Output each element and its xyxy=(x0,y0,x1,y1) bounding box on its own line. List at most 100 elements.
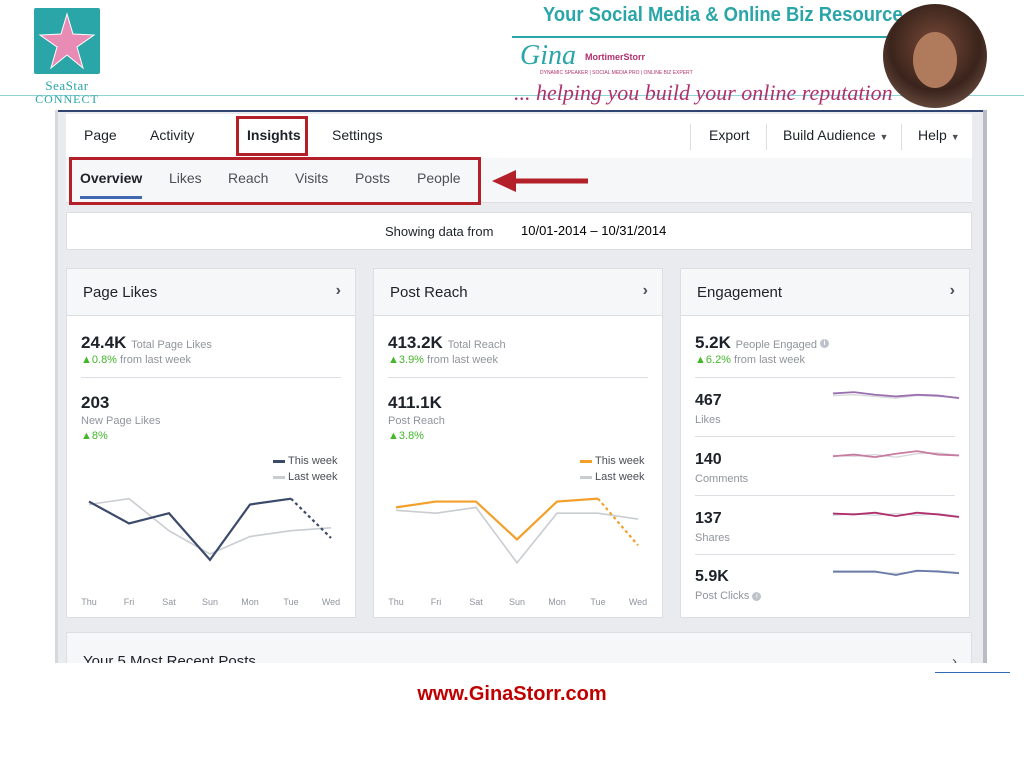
legend-this-week: This week xyxy=(580,455,645,467)
subtab-posts[interactable]: Posts xyxy=(355,170,391,186)
card-header[interactable]: Post Reach › xyxy=(374,269,662,316)
build-audience-label: Build Audience xyxy=(783,127,876,143)
tab-page[interactable]: Page xyxy=(84,127,117,143)
shares-sparkline xyxy=(832,511,960,518)
export-button[interactable]: Export xyxy=(709,127,750,143)
shares-value: 137 xyxy=(695,510,722,527)
date-range-bar: Showing data from 10/01-2014 – 10/31/201… xyxy=(66,212,972,250)
subnav-highlight-box xyxy=(69,157,481,205)
legend-label: This week xyxy=(288,455,338,467)
legend-last-week: Last week xyxy=(273,471,338,483)
sparkline-last-week xyxy=(832,452,960,458)
subtab-overview[interactable]: Overview xyxy=(80,170,143,186)
legend-this-week: This week xyxy=(273,455,338,467)
date-range-label: Showing data from xyxy=(385,224,494,239)
change-value: 3.8% xyxy=(398,430,424,442)
day-tick-label: Fri xyxy=(430,597,442,607)
header-divider xyxy=(0,95,1024,96)
profile-photo xyxy=(883,4,987,108)
sparkline-this-week xyxy=(833,569,960,576)
nav-separator xyxy=(690,124,691,150)
subtab-people[interactable]: People xyxy=(417,170,461,186)
caret-down-icon: ▼ xyxy=(879,132,889,142)
day-tick-label: Tue xyxy=(283,597,299,607)
profile-face xyxy=(913,32,957,88)
nav-separator xyxy=(901,124,902,150)
change-suffix: from last week xyxy=(734,354,805,366)
build-audience-button[interactable]: Build Audience ▼ xyxy=(783,127,888,143)
help-button[interactable]: Help ▼ xyxy=(918,127,960,143)
day-tick-label: Wed xyxy=(628,597,648,607)
series-last-segment xyxy=(290,527,332,532)
likes-sparkline xyxy=(832,391,960,400)
card-header[interactable]: Engagement › xyxy=(681,269,969,316)
total-page-likes-value: 24.4K xyxy=(81,333,127,352)
post-clicks-sparkline xyxy=(833,569,960,576)
day-tick-label: Wed xyxy=(321,597,341,607)
change-suffix: from last week xyxy=(120,354,191,366)
change-value: 6.2% xyxy=(705,354,731,366)
website-link[interactable]: www.GinaStorr.com xyxy=(417,683,607,705)
likes-value: 467 xyxy=(695,392,722,409)
subtab-likes[interactable]: Likes xyxy=(169,170,202,186)
page-nav: Page Activity Insights Settings Export B… xyxy=(66,114,972,159)
chevron-right-icon[interactable]: › xyxy=(642,282,648,299)
page-likes-card: Page Likes › 24.4K Total Page Likes ▲0.8… xyxy=(66,268,356,618)
help-label: Help xyxy=(918,127,947,143)
day-tick-label: Sun xyxy=(201,597,219,607)
total-reach-value: 413.2K xyxy=(388,333,443,352)
card-divider xyxy=(695,377,955,378)
insights-highlight-box xyxy=(236,116,308,156)
legend-label: Last week xyxy=(288,471,338,483)
legend-swatch xyxy=(273,475,285,479)
nav-separator xyxy=(766,124,767,150)
day-tick-label: Mon xyxy=(548,597,566,607)
series-last-segment xyxy=(597,497,639,547)
card-header[interactable]: Page Likes › xyxy=(67,269,355,316)
active-subtab-underline xyxy=(80,196,142,199)
metric-divider xyxy=(695,554,955,555)
chevron-right-icon[interactable]: › xyxy=(949,282,955,299)
day-tick-label: Mon xyxy=(241,597,259,607)
info-icon[interactable]: i xyxy=(752,591,762,601)
day-tick-label: Tue xyxy=(590,597,606,607)
chevron-right-icon[interactable]: › xyxy=(952,653,957,663)
recent-posts-title: Your 5 Most Recent Posts xyxy=(83,653,256,663)
brand-rule xyxy=(512,36,892,38)
top-blue-bar xyxy=(58,110,983,112)
subtab-reach[interactable]: Reach xyxy=(228,170,269,186)
series-line-this-week xyxy=(88,497,292,562)
series-line-this-week xyxy=(395,497,599,541)
metric-divider xyxy=(695,436,955,437)
series-last-segment xyxy=(597,512,639,520)
footer-rule xyxy=(935,672,1010,673)
comments-label: Comments xyxy=(695,473,749,485)
recent-posts-header[interactable]: Your 5 Most Recent Posts › xyxy=(66,632,972,663)
info-icon[interactable]: i xyxy=(820,339,830,349)
page-likes-chart xyxy=(88,497,332,562)
total-reach: 413.2K Total Reach xyxy=(388,333,506,353)
starfish-graphic xyxy=(38,12,96,70)
people-engaged-change: ▲6.2% from last week xyxy=(695,354,805,366)
total-page-likes: 24.4K Total Page Likes xyxy=(81,333,212,353)
total-reach-label: Total Reach xyxy=(447,339,506,351)
comments-value: 140 xyxy=(695,451,722,468)
date-range-value[interactable]: 10/01-2014 – 10/31/2014 xyxy=(515,215,673,247)
sparkline-this-week xyxy=(832,511,960,518)
post-clicks: Post Clicks i xyxy=(695,590,762,602)
card-divider xyxy=(81,377,341,378)
pointer-arrow-icon xyxy=(492,170,588,192)
subtab-visits[interactable]: Visits xyxy=(295,170,329,186)
tab-activity[interactable]: Activity xyxy=(150,127,195,143)
brand-title: Your Social Media & Online Biz Resource xyxy=(543,4,903,26)
post-reach-label: Post Reach xyxy=(388,415,445,427)
tab-settings[interactable]: Settings xyxy=(332,127,383,143)
card-title: Engagement xyxy=(697,284,783,301)
logo-text-seastar: SeaStar xyxy=(45,78,89,93)
change-suffix: from last week xyxy=(427,354,498,366)
post-reach-chart xyxy=(395,497,639,565)
new-page-likes-label: New Page Likes xyxy=(81,415,161,427)
chevron-right-icon[interactable]: › xyxy=(335,282,341,299)
day-tick-label: Sat xyxy=(162,597,176,607)
tab-insights[interactable]: Insights xyxy=(247,127,301,143)
